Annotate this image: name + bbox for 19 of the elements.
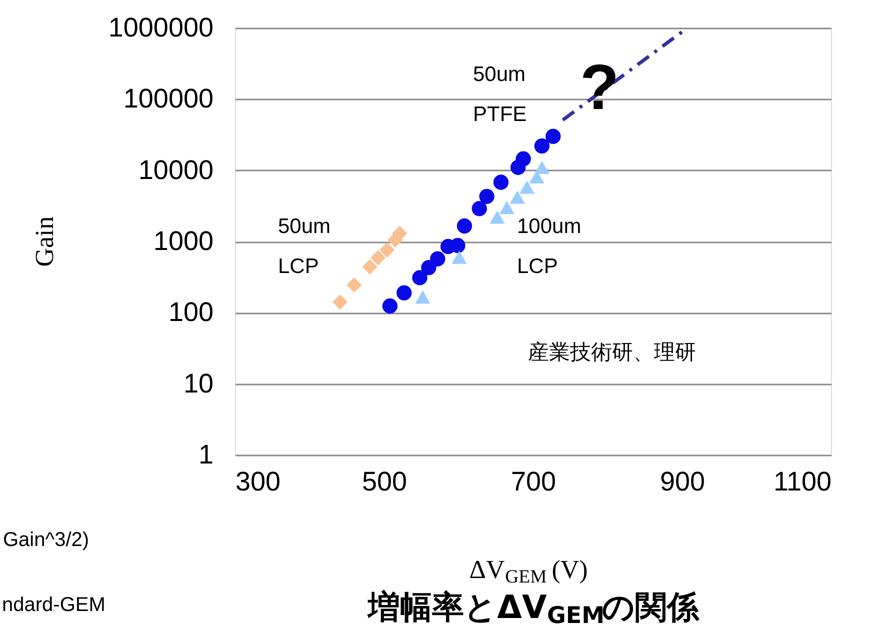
y-tick-label: 100000: [123, 84, 214, 114]
y-tick-label: 1000000: [108, 12, 214, 42]
y-tick-label: 10000: [138, 154, 214, 185]
annotation: 50um PTFE: [473, 63, 527, 126]
x-tick-label: 700: [510, 466, 556, 496]
annotation: 100um LCP: [517, 215, 582, 278]
y-tick-label: 10: [183, 368, 214, 398]
y-tick-label: 1: [198, 440, 214, 470]
x-tick-label: 500: [362, 466, 408, 496]
text: Gain^3/2): [3, 529, 90, 551]
y-tick-label: 100: [168, 297, 214, 328]
x-tick-label: 300: [236, 466, 281, 496]
annotation: 50um LCP: [278, 215, 331, 278]
x-tick-label: 900: [660, 466, 706, 496]
x-tick-label: 1100: [773, 466, 832, 496]
y-tick-label: 1000: [153, 226, 214, 256]
y-axis-title: Gain: [30, 216, 59, 267]
annotation: 産業技術研、理研: [528, 341, 696, 364]
text: ndard-GEM: [2, 594, 106, 616]
